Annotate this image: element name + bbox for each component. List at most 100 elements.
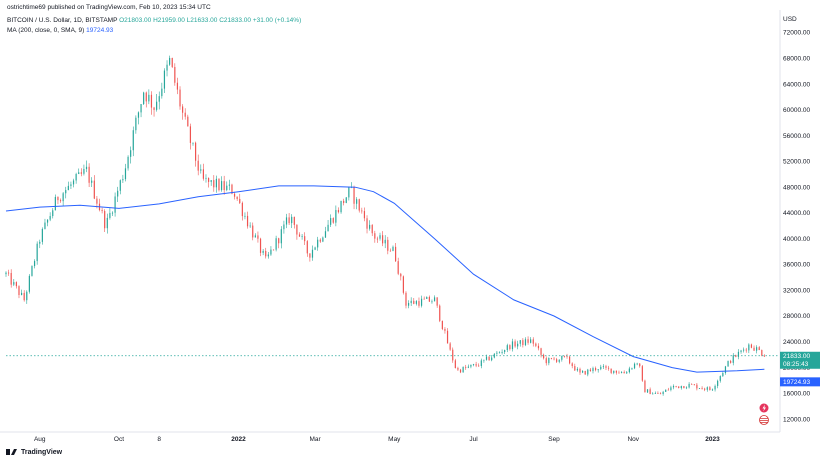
candle-body xyxy=(143,92,145,105)
candle-body xyxy=(467,366,469,368)
candle-body xyxy=(730,361,732,363)
candle-body xyxy=(667,389,669,391)
candle-body xyxy=(423,298,425,300)
candle-body xyxy=(358,199,360,211)
candle-body xyxy=(327,224,329,232)
candle-body xyxy=(187,116,189,127)
time-tick-label: Mar xyxy=(309,436,321,443)
candle-body xyxy=(306,241,308,254)
candle-body xyxy=(363,211,366,219)
candle-body xyxy=(517,343,519,347)
candle-body xyxy=(620,372,623,373)
candle-body xyxy=(101,210,103,212)
candle-body xyxy=(756,347,758,351)
candle-body xyxy=(314,247,316,250)
candle-body xyxy=(93,180,95,199)
candle-body xyxy=(561,355,563,360)
currency-label[interactable]: USD xyxy=(783,16,797,23)
candles xyxy=(5,55,766,396)
candle-body xyxy=(337,210,340,213)
candle-body xyxy=(537,345,540,349)
symbol-title[interactable]: BITCOIN / U.S. Dollar, 1D, BITSTAMP xyxy=(7,17,118,24)
candle-body xyxy=(371,224,373,234)
candle-body xyxy=(439,305,441,321)
candle-body xyxy=(540,348,542,355)
price-tick-label: 68000.00 xyxy=(783,56,810,63)
candle-body xyxy=(31,266,33,276)
candle-body xyxy=(384,239,386,244)
candle-body xyxy=(400,273,402,277)
time-tick-label: 2022 xyxy=(231,436,246,443)
candle-body xyxy=(26,291,28,301)
candle-body xyxy=(275,238,277,250)
candle-body xyxy=(220,181,223,191)
candle-body xyxy=(353,186,355,204)
candle-body xyxy=(745,349,747,351)
candle-body xyxy=(210,180,212,182)
time-tick-label: Nov xyxy=(627,436,639,443)
tradingview-logo-icon xyxy=(6,449,17,455)
candle-body xyxy=(706,387,708,390)
candle-body xyxy=(153,107,155,110)
brand-name[interactable]: TradingView xyxy=(21,448,63,456)
candle-body xyxy=(607,367,610,369)
candle-body xyxy=(485,356,488,360)
candle-body xyxy=(672,386,675,388)
candle-body xyxy=(46,219,49,223)
candle-body xyxy=(524,339,527,346)
candle-body xyxy=(758,347,760,351)
candle-body xyxy=(641,366,643,381)
candle-body xyxy=(532,339,534,344)
candle-body xyxy=(374,233,376,239)
candle-body xyxy=(140,104,142,113)
candle-body xyxy=(558,359,560,362)
candle-body xyxy=(433,297,436,302)
price-tick-label: 24000.00 xyxy=(783,339,810,346)
candle-body xyxy=(724,366,727,374)
candle-body xyxy=(161,88,163,97)
candle-body xyxy=(265,250,267,257)
candle-body xyxy=(478,365,480,367)
candle-body xyxy=(732,355,734,363)
candle-body xyxy=(322,237,324,242)
us-flag-icon[interactable] xyxy=(759,415,769,425)
candle-body xyxy=(639,363,641,367)
candle-body xyxy=(735,355,737,357)
candle-body xyxy=(678,386,680,389)
event-icons xyxy=(759,403,769,425)
candle-body xyxy=(504,350,506,353)
candle-body xyxy=(272,249,275,251)
candle-body xyxy=(665,389,667,392)
candle-body xyxy=(54,196,56,211)
candle-body xyxy=(426,296,428,299)
candle-body xyxy=(228,184,230,186)
candle-body xyxy=(10,272,12,285)
time-tick-label: Oct xyxy=(114,436,124,443)
candle-body xyxy=(239,198,241,203)
candle-body xyxy=(218,178,220,191)
candle-body xyxy=(83,169,85,174)
candle-body xyxy=(189,126,192,143)
candle-body xyxy=(402,276,404,293)
candle-body xyxy=(654,393,656,394)
candle-body xyxy=(615,370,617,373)
candle-body xyxy=(566,355,568,357)
candle-body xyxy=(428,296,430,302)
candle-body xyxy=(493,353,495,358)
candle-body xyxy=(737,351,740,357)
candle-body xyxy=(213,180,215,188)
candle-body xyxy=(311,249,314,258)
candle-body xyxy=(688,383,690,388)
candle-body xyxy=(207,177,210,182)
candle-body xyxy=(252,225,254,238)
candle-body xyxy=(270,249,272,255)
candle-body xyxy=(176,82,179,90)
candle-body xyxy=(259,238,262,253)
candle-body xyxy=(202,169,204,179)
candle-body xyxy=(548,357,550,364)
candle-body xyxy=(602,366,604,368)
candle-body xyxy=(740,350,742,352)
ma-indicator-label[interactable]: MA (200, close, 0, SMA, 9) xyxy=(7,27,85,34)
candle-body xyxy=(459,369,462,373)
